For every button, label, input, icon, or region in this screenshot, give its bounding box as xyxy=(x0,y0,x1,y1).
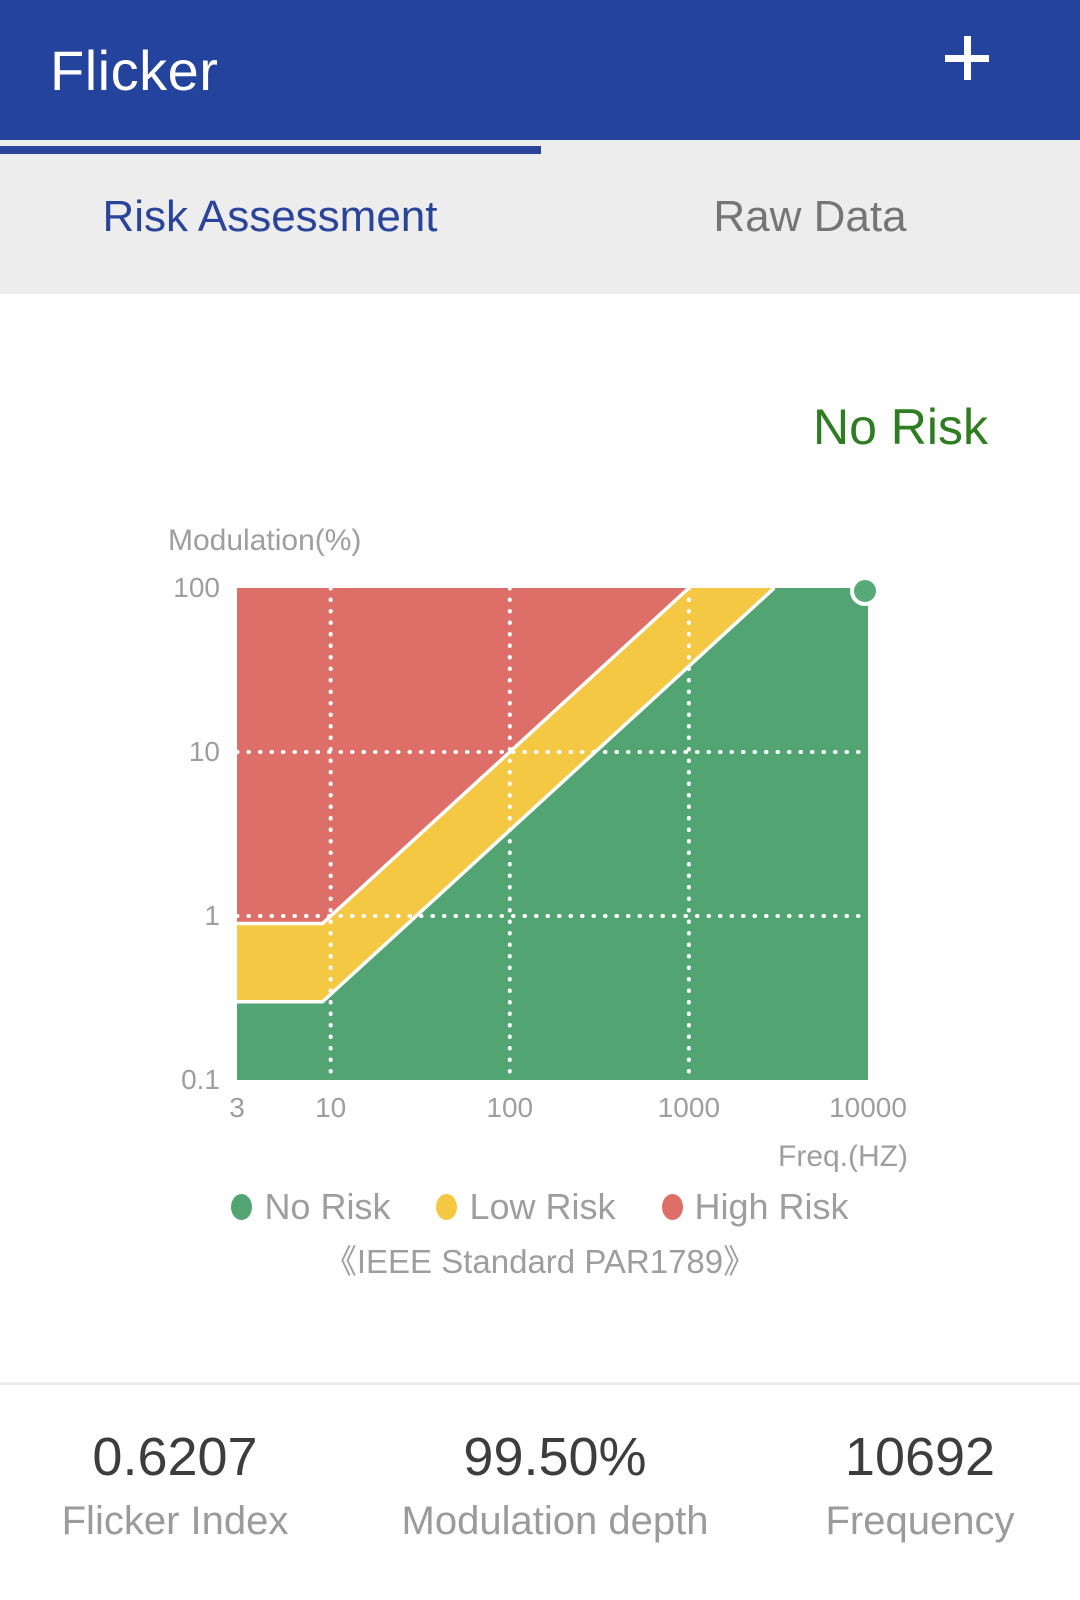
chart-legend: No Risk Low Risk High Risk xyxy=(0,1186,1080,1228)
section-divider xyxy=(0,1382,1080,1385)
legend-item-no-risk: No Risk xyxy=(231,1186,390,1228)
stat-value: 10692 xyxy=(844,1427,996,1487)
legend-label: Low Risk xyxy=(469,1186,616,1227)
y-tick-label: 0.1 xyxy=(181,1064,220,1095)
app-header: Flicker xyxy=(0,0,1080,140)
x-axis-title: Freq.(HZ) xyxy=(778,1140,908,1173)
low-risk-dot-icon xyxy=(436,1194,458,1220)
page-title: Flicker xyxy=(50,38,219,102)
stat-label: Flicker Index xyxy=(61,1499,289,1543)
stat-flicker-index: 0.6207 Flicker Index xyxy=(0,1426,350,1544)
x-tick-label: 10 xyxy=(315,1092,347,1123)
x-tick-label: 100 xyxy=(486,1092,534,1123)
stat-value: 0.6207 xyxy=(92,1427,258,1487)
stat-modulation-depth: 99.50% Modulation depth xyxy=(350,1426,760,1544)
tab-raw-data[interactable]: Raw Data xyxy=(713,192,907,241)
legend-item-low-risk: Low Risk xyxy=(436,1186,616,1228)
plus-icon xyxy=(964,36,971,80)
x-tick-label: 10000 xyxy=(829,1092,907,1123)
tab-risk-assessment[interactable]: Risk Assessment xyxy=(102,192,438,241)
measurement-point xyxy=(850,576,880,606)
legend-label: High Risk xyxy=(694,1186,849,1227)
y-tick-label: 10 xyxy=(188,736,220,767)
legend-label: No Risk xyxy=(264,1186,391,1227)
active-tab-indicator xyxy=(0,146,541,154)
stat-value: 99.50% xyxy=(463,1427,647,1487)
add-button[interactable] xyxy=(939,30,995,86)
x-tick-label: 1000 xyxy=(657,1092,721,1123)
stat-frequency: 10692 Frequency xyxy=(760,1426,1080,1544)
y-axis-title: Modulation(%) xyxy=(168,524,362,557)
stats-bar: 0.6207 Flicker Index 99.50% Modulation d… xyxy=(0,1426,1080,1544)
legend-item-high-risk: High Risk xyxy=(661,1186,849,1228)
risk-status: No Risk xyxy=(812,399,988,455)
no-risk-dot-icon xyxy=(231,1194,253,1220)
high-risk-dot-icon xyxy=(661,1194,683,1220)
y-tick-label: 1 xyxy=(204,900,220,931)
stat-label: Frequency xyxy=(825,1499,1015,1543)
standard-caption: 《IEEE Standard PAR1789》 xyxy=(323,1243,757,1280)
x-tick-label: 3 xyxy=(229,1092,245,1123)
stat-label: Modulation depth xyxy=(401,1499,709,1543)
y-tick-label: 100 xyxy=(173,572,220,603)
risk-chart xyxy=(235,576,880,1082)
tab-bar: Risk Assessment Raw Data xyxy=(0,140,1080,294)
